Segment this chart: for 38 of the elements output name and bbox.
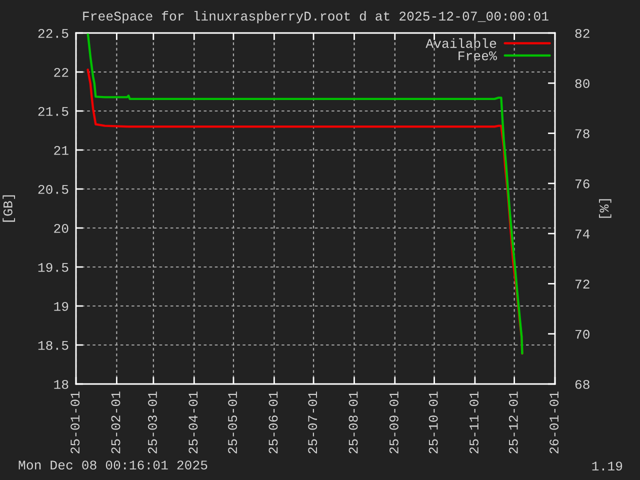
x-tick-label: 25-03-01 bbox=[148, 392, 157, 454]
y-tick-label: 19.5 bbox=[38, 262, 68, 272]
y-tick-label: 18 bbox=[54, 380, 68, 389]
x-tick-label: 25-05-01 bbox=[228, 392, 238, 454]
x-tick-label: 25-07-01 bbox=[308, 392, 318, 454]
y-tick-label: 21 bbox=[54, 146, 68, 155]
y2-tick-label: 72 bbox=[575, 280, 590, 288]
y-tick-label: 21.5 bbox=[38, 106, 68, 116]
legend-label: Free% bbox=[458, 51, 497, 60]
y2-tick-label: 70 bbox=[575, 330, 590, 339]
y-tick-label: 20 bbox=[54, 224, 68, 233]
y2-tick-label: 76 bbox=[575, 179, 590, 188]
y2-axis-title: [%] bbox=[599, 199, 612, 218]
y2-tick-label: 82 bbox=[575, 28, 590, 38]
x-tick-label: 26-01-01 bbox=[550, 392, 559, 454]
text: Mon Dec 08 00:16:01 2025 bbox=[18, 460, 208, 470]
x-tick-label: 25-02-01 bbox=[111, 392, 120, 454]
y2-tick-label: 78 bbox=[575, 129, 590, 138]
x-tick-label: 25-09-01 bbox=[389, 392, 398, 454]
y-tick-label: 20.5 bbox=[38, 184, 68, 194]
y-tick-label: 22 bbox=[54, 68, 68, 77]
y-tick-label: 19 bbox=[54, 302, 68, 311]
chart-title: FreeSpace for linuxraspberryD.root d at 2025-12-07_00:00:01 bbox=[83, 10, 548, 24]
legend-label: Available bbox=[426, 38, 496, 48]
y-tick-label: 22.5 bbox=[38, 28, 68, 38]
x-tick-label: 25-10-01 bbox=[428, 392, 438, 454]
x-tick-label: 25-04-01 bbox=[188, 392, 198, 454]
y2-tick-label: 74 bbox=[575, 230, 590, 238]
x-tick-label: 25-12-01 bbox=[508, 392, 518, 454]
x-tick-label: 25-06-01 bbox=[268, 392, 278, 454]
y-tick-label: 18.5 bbox=[38, 340, 68, 350]
y2-tick-label: 68 bbox=[575, 380, 590, 389]
x-tick-label: 25-08-01 bbox=[348, 392, 358, 454]
x-tick-label: 25-01-01 bbox=[70, 392, 80, 454]
x-tick-label: 25-11-01 bbox=[470, 392, 478, 454]
text: 1.19 bbox=[592, 462, 622, 471]
y-axis-title: [GB] bbox=[2, 195, 15, 222]
y2-tick-label: 80 bbox=[575, 79, 590, 88]
